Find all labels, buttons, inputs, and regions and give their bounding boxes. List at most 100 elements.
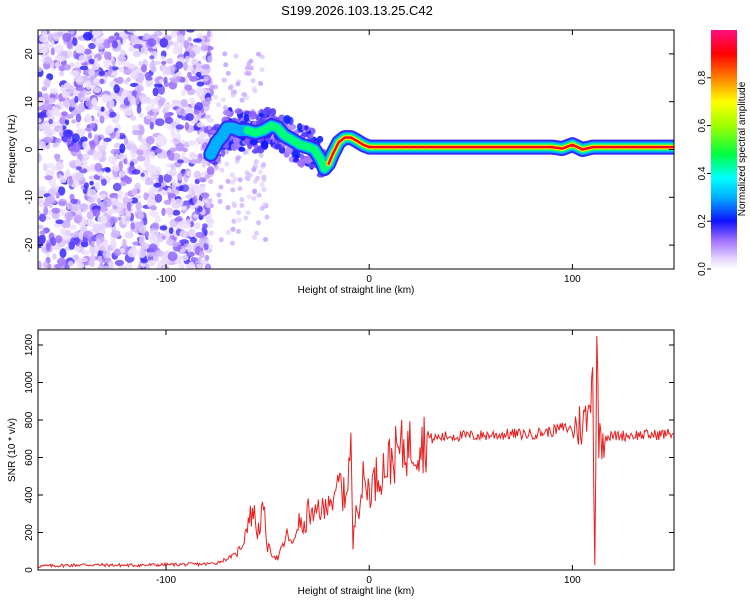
heatmap-cell (295, 154, 300, 159)
heatmap-cell (225, 178, 231, 184)
heatmap-cell (69, 193, 75, 200)
heatmap-cell (113, 165, 120, 172)
heatmap-cell (80, 249, 86, 255)
heatmap-cell (98, 70, 106, 76)
heatmap-cell (119, 143, 126, 154)
heatmap-cell (99, 245, 106, 252)
heatmap-cell (199, 250, 205, 259)
heatmap-cell (75, 246, 81, 252)
heatmap-cell (150, 34, 158, 40)
heatmap-cell (237, 177, 243, 183)
heatmap-cell (204, 263, 212, 269)
heatmap-cell (140, 258, 149, 264)
heatmap-cell (65, 229, 71, 236)
x-tick-label: 100 (564, 274, 581, 285)
heatmap-cell (88, 58, 96, 65)
heatmap-cell (175, 124, 184, 130)
heatmap-cell (54, 263, 63, 269)
heatmap-cell (238, 146, 246, 152)
heatmap-cell (103, 59, 111, 68)
spectrogram-y-label: Frequency (Hz) (7, 115, 18, 184)
heatmap-cell (63, 64, 71, 71)
heatmap-cell (257, 169, 263, 175)
heatmap-cell (235, 81, 241, 87)
heatmap-cell (206, 118, 215, 123)
heatmap-cell (220, 97, 226, 103)
heatmap-cell (252, 88, 258, 94)
heatmap-cell (196, 71, 202, 78)
heatmap-cell (117, 265, 128, 269)
heatmap-cell (250, 78, 256, 84)
heatmap-cell (253, 159, 259, 165)
heatmap-cell (307, 133, 314, 140)
heatmap-cell (244, 170, 250, 176)
heatmap-cell (77, 257, 88, 263)
heatmap-cell (148, 243, 158, 252)
heatmap-cell (48, 118, 53, 125)
heatmap-cell (172, 45, 182, 55)
heatmap-cell (269, 108, 277, 116)
heatmap-cell (207, 57, 213, 63)
heatmap-cell (119, 49, 127, 57)
heatmap-cell (166, 66, 171, 76)
heatmap-cell (206, 166, 215, 176)
heatmap-cell (38, 66, 43, 72)
heatmap-cell (187, 71, 192, 79)
heatmap-cell (73, 214, 82, 224)
heatmap-cell (258, 81, 264, 86)
heatmap-cell (98, 223, 107, 231)
heatmap-cell (144, 180, 155, 186)
heatmap-cell (204, 254, 210, 261)
heatmap-cell (227, 85, 233, 91)
heatmap-cell (43, 206, 49, 216)
heatmap-cell (185, 219, 192, 224)
heatmap-cell (139, 125, 145, 135)
heatmap-cell (196, 122, 205, 128)
heatmap-cell (200, 192, 210, 199)
heatmap-cell (97, 144, 107, 152)
heatmap-cell (149, 151, 156, 159)
heatmap-cell (88, 175, 96, 180)
x-tick-label: 0 (366, 274, 372, 285)
heatmap-cell (38, 213, 47, 222)
heatmap-cell (91, 97, 98, 106)
spectrogram-x-label: Height of straight line (km) (298, 285, 415, 296)
heatmap-cell (256, 220, 261, 226)
heatmap-cell (183, 40, 190, 49)
heatmap-cell (60, 84, 66, 94)
heatmap-cell (132, 129, 141, 136)
ridge-peak (358, 141, 365, 146)
heatmap-cell (194, 257, 199, 262)
heatmap-cell (122, 238, 127, 249)
heatmap-cell (114, 259, 125, 267)
heatmap-cell (297, 123, 303, 131)
heatmap-cell (248, 111, 257, 120)
heatmap-cell (117, 189, 124, 200)
heatmap-cell (94, 181, 101, 191)
heatmap-cell (186, 30, 195, 33)
heatmap-cell (126, 143, 132, 151)
heatmap-cell (110, 230, 121, 238)
heatmap-cell (140, 172, 145, 177)
heatmap-cell (86, 220, 92, 226)
heatmap-cell (180, 108, 185, 115)
heatmap-cell (259, 54, 265, 60)
heatmap-cell (193, 109, 200, 115)
snr-x-ticks: -100 0 100 (156, 330, 581, 586)
heatmap-cell (102, 39, 112, 49)
heatmap-cell (69, 224, 77, 231)
heatmap-cell (38, 152, 41, 162)
heatmap-cell (181, 254, 189, 261)
heatmap-cell (191, 58, 199, 66)
heatmap-cell (251, 167, 257, 173)
heatmap-cell (244, 70, 250, 76)
heatmap-cell (225, 230, 231, 235)
heatmap-cell (171, 177, 176, 186)
heatmap-cell (178, 262, 185, 269)
heatmap-cell (56, 257, 67, 266)
heatmap-cell (44, 175, 53, 181)
heatmap-cell (50, 47, 55, 56)
heatmap-cell (60, 228, 67, 236)
heatmap-cell (170, 132, 177, 138)
